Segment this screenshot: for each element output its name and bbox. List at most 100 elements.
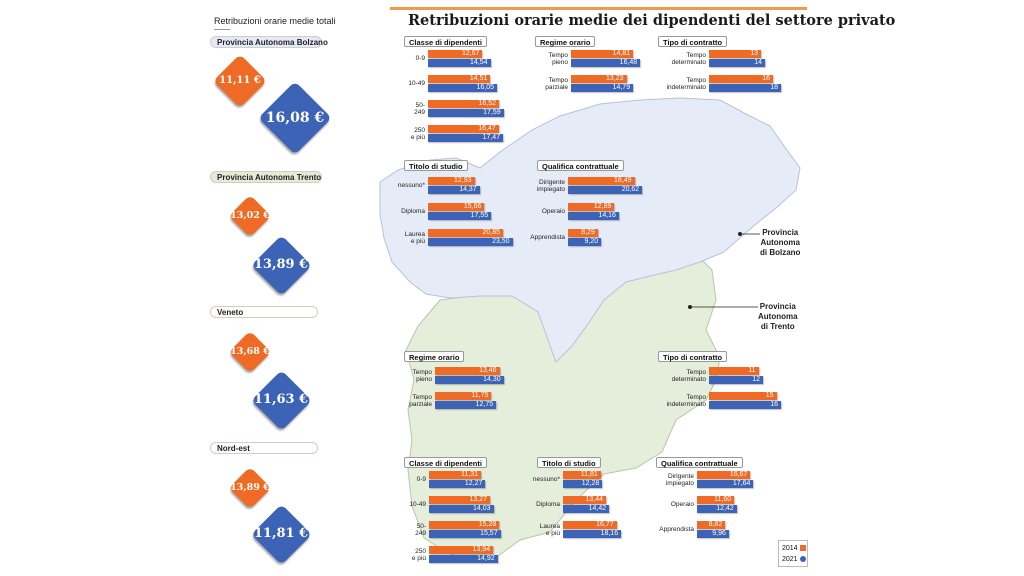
category-label-tn-titolo-1: Diploma [536,501,560,509]
data-label: 16,48 [619,59,638,66]
category-line: Tempo [686,368,706,376]
data-label: 17,64 [732,480,751,487]
data-label: 13 [750,50,758,57]
data-label: 17,47 [482,134,501,141]
data-label: 15 [765,392,774,399]
category-line: parziale [545,84,568,91]
data-label: 23,50 [492,238,510,245]
bar-bz-qualifica-2021-2: 9,20 [568,238,602,246]
bar-bz-contratto-2014-0: 13 [709,50,761,58]
category-label-bz-contratto-1: Tempo indeterminato [667,77,706,92]
bar-bz-classe-2021-0: 14,54 [428,59,491,67]
category-line: Tempo [686,51,706,59]
panel-title-tn-classe: Classe di dipendenti [404,457,487,468]
category-label-tn-classe-2: 50- 249 [415,523,426,538]
category-label-bz-regime-1: Tempo parziale [545,77,568,92]
category-line: pieno [416,376,432,383]
category-line: nessuno* [397,182,425,190]
bar-bz-regime-2021-0: 16,48 [571,59,641,67]
bar-tn-titolo-2021-2: 18,16 [563,530,622,538]
category-label-bz-qualifica-0: Dirigente impiegato [537,179,565,194]
bar-bz-classe-2014-0: 12,67 [428,50,483,58]
data-label: 14,51 [469,75,488,82]
category-line: Dirigente [667,472,694,480]
value-provincia-autonoma-trento-2014: 13,02 € [230,210,270,222]
bar-tn-classe-2021-3: 14,92 [429,555,498,563]
category-line: 249 [415,530,426,537]
bar-tn-titolo-2014-0: 11,81 [563,471,601,479]
category-line: nessuno* [532,476,560,484]
data-label: 11,60 [714,496,732,503]
data-label: 15,57 [480,530,498,537]
panel-title-tn-contratto: Tipo di contratto [658,351,728,362]
data-label: 20,85 [482,229,501,236]
data-label: 11,31 [461,471,479,478]
category-line: 0-9 [415,55,425,63]
category-label-bz-classe-2: 50- 249 [414,102,425,117]
data-label: 14,03 [473,505,491,512]
category-line: Apprendista [530,234,565,242]
data-label: 14,81 [612,50,631,57]
bar-bz-titolo-2021-0: 14,37 [428,186,480,194]
data-label: 17,55 [470,212,489,219]
data-label: 13,46 [479,367,497,374]
category-line: Laurea [404,230,425,238]
bar-bz-classe-2014-1: 14,51 [428,75,491,83]
category-label-tn-regime-0: Tempo pieno [412,369,432,384]
bar-bz-classe-2014-3: 16,47 [428,125,499,133]
bar-bz-qualifica-2014-0: 18,49 [568,177,635,185]
bar-bz-qualifica-2021-1: 14,16 [568,212,619,220]
top-rule [390,7,807,10]
data-label: 13,94 [472,546,491,553]
legend-item-2021: 2021 [782,554,807,564]
data-label: 14,30 [483,376,501,383]
category-line: parziale [409,401,432,408]
category-line: 249 [414,109,425,116]
panel-title-tn-regime: Regime orario [404,351,465,362]
bar-bz-classe-2014-2: 16,52 [428,100,500,108]
data-label: 18 [770,84,778,91]
data-label: 17,59 [483,109,501,116]
bar-tn-titolo-2021-1: 14,42 [563,505,610,513]
category-label-tn-titolo-0: nessuno* [533,476,560,484]
main-title: Retribuzioni orarie medie dei dipendenti… [408,12,896,29]
category-line: Apprendista [659,526,694,534]
category-line: Tempo [548,76,568,84]
category-label-tn-qualifica-2: Apprendista [659,526,694,534]
data-label: 15,28 [478,521,497,528]
category-label-tn-qualifica-0: Dirigente impiegato [666,473,694,488]
bar-tn-titolo-2014-1: 13,44 [563,496,606,504]
category-label-tn-regime-1: Tempo parziale [409,394,432,409]
legend-item-2014: 2014 [782,543,807,553]
panel-title-bz-titolo: Titolo di studio [404,160,468,171]
bar-tn-titolo-2021-0: 12,28 [563,480,603,488]
bar-tn-qualifica-2014-1: 11,60 [697,496,735,504]
bar-bz-classe-2021-1: 16,05 [428,84,497,92]
data-label: 18,49 [614,177,632,184]
category-label-bz-classe-3: 250 e più [411,127,425,142]
bar-tn-regime-2021-0: 14,30 [435,376,504,384]
category-label-bz-titolo-0: nessuno* [398,182,425,190]
bar-tn-classe-2021-1: 14,03 [429,505,494,513]
bar-tn-contratto-2021-0: 12 [709,376,763,384]
category-line: e più [410,134,425,141]
category-line: Tempo [548,51,568,59]
data-label: 11 [748,367,756,374]
category-line: e più [545,530,560,537]
category-line: indeterminato [666,401,706,408]
bar-bz-titolo-2014-1: 15,66 [428,203,485,211]
data-label: 9,96 [712,530,726,537]
category-label-bz-titolo-1: Diploma [401,208,425,216]
data-label: 14 [754,59,762,66]
data-label: 11,81 [580,471,598,478]
category-label-bz-qualifica-1: Operaio [542,208,565,216]
data-label: 16,67 [729,471,748,478]
data-label: 14,37 [459,186,477,193]
bar-tn-contratto-2021-1: 16 [709,401,781,409]
data-label: 16 [762,75,770,82]
left-title-rule [214,29,230,30]
value-provincia-autonoma-bolzano-2021: 16,08 € [265,109,325,126]
data-label: 12,28 [581,480,600,487]
category-label-tn-classe-0: 0-9 [417,476,426,484]
category-line: Diploma [401,208,425,216]
